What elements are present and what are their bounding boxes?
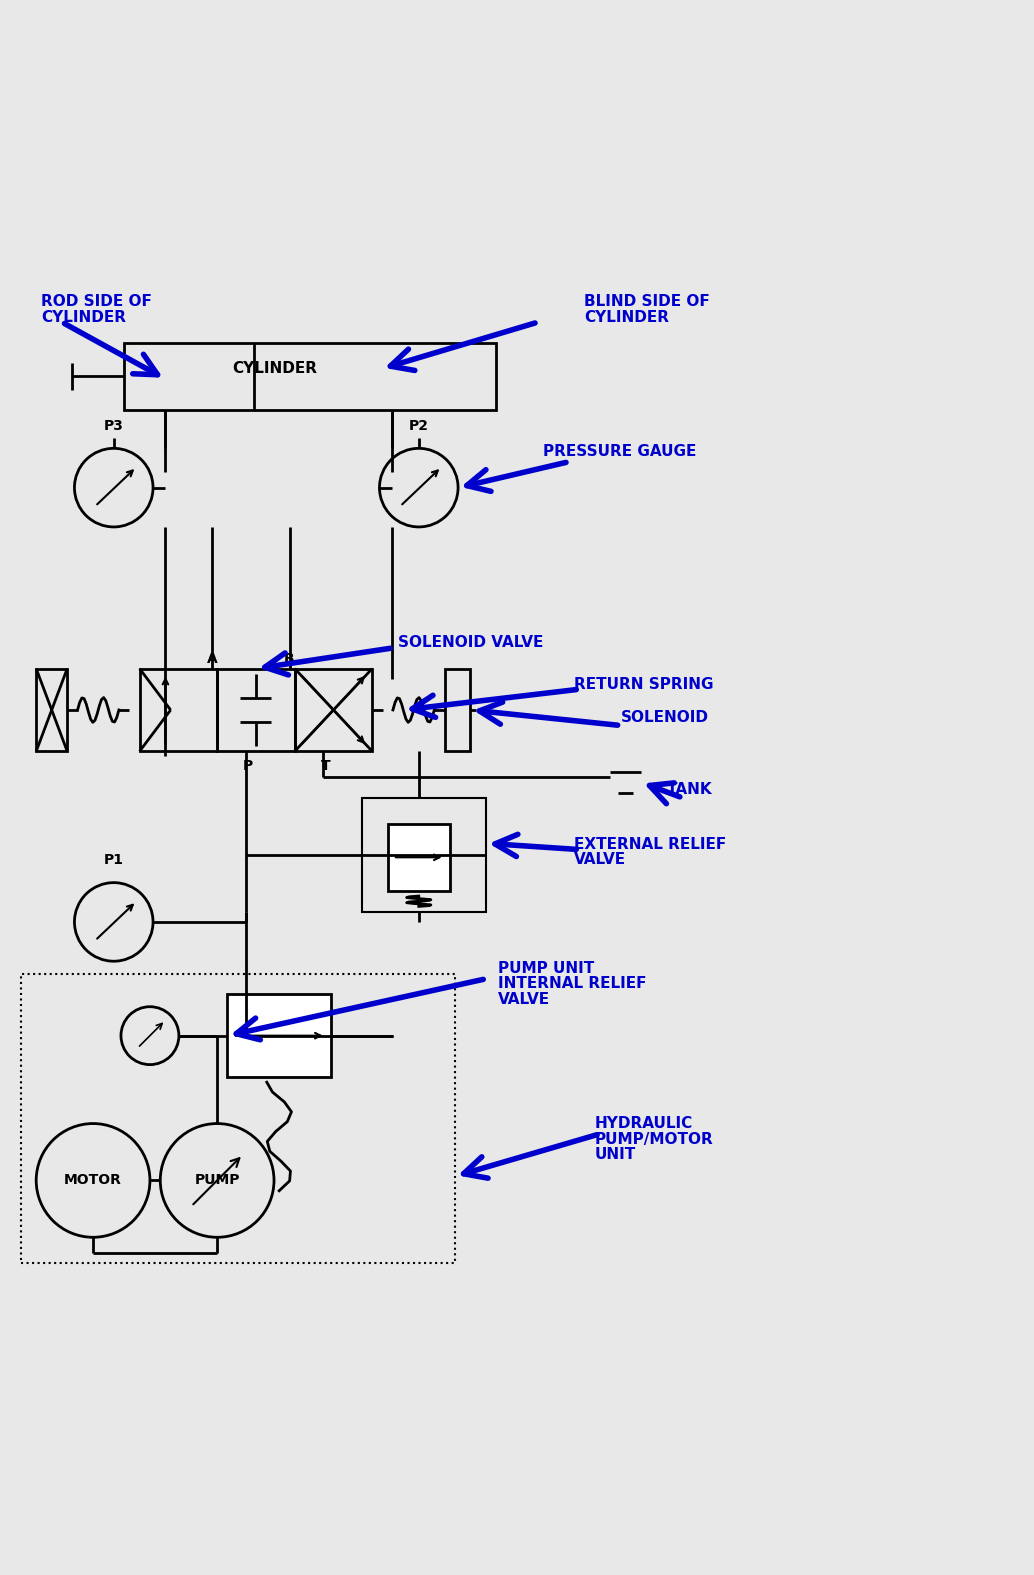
Text: EXTERNAL RELIEF: EXTERNAL RELIEF [574, 836, 726, 852]
Bar [36, 669, 67, 751]
Bar [295, 669, 372, 751]
Text: B: B [284, 652, 295, 666]
Text: PRESSURE GAUGE: PRESSURE GAUGE [543, 444, 696, 458]
Text: VALVE: VALVE [574, 852, 626, 868]
Text: P2: P2 [408, 419, 429, 433]
Text: SOLENOID VALVE: SOLENOID VALVE [398, 635, 544, 650]
Text: TANK: TANK [667, 783, 712, 797]
Text: P3: P3 [103, 419, 124, 433]
Text: VALVE: VALVE [498, 992, 550, 1006]
Bar [140, 669, 217, 751]
Text: SOLENOID: SOLENOID [620, 710, 708, 725]
Text: PUMP: PUMP [194, 1173, 240, 1188]
Text: HYDRAULIC: HYDRAULIC [595, 1117, 693, 1131]
Text: A: A [207, 652, 217, 666]
Bar [217, 669, 295, 751]
Text: CYLINDER: CYLINDER [233, 361, 317, 376]
Text: UNIT: UNIT [595, 1147, 636, 1162]
Bar [227, 994, 331, 1077]
Text: BLIND SIDE OF: BLIND SIDE OF [584, 295, 710, 309]
Bar [21, 973, 455, 1263]
Bar [124, 343, 496, 410]
Text: P1: P1 [103, 854, 124, 868]
Text: INTERNAL RELIEF: INTERNAL RELIEF [498, 976, 647, 991]
Text: P: P [243, 759, 252, 773]
Bar [388, 824, 450, 891]
Text: CYLINDER: CYLINDER [41, 310, 126, 324]
Text: CYLINDER: CYLINDER [584, 310, 669, 324]
Text: RETURN SPRING: RETURN SPRING [574, 677, 713, 691]
Text: MOTOR: MOTOR [64, 1173, 122, 1188]
Text: T: T [321, 759, 330, 773]
Bar [445, 669, 470, 751]
Text: PUMP/MOTOR: PUMP/MOTOR [595, 1131, 713, 1147]
Bar [362, 799, 486, 912]
Text: ROD SIDE OF: ROD SIDE OF [41, 295, 152, 309]
Text: PUMP UNIT: PUMP UNIT [498, 961, 595, 976]
